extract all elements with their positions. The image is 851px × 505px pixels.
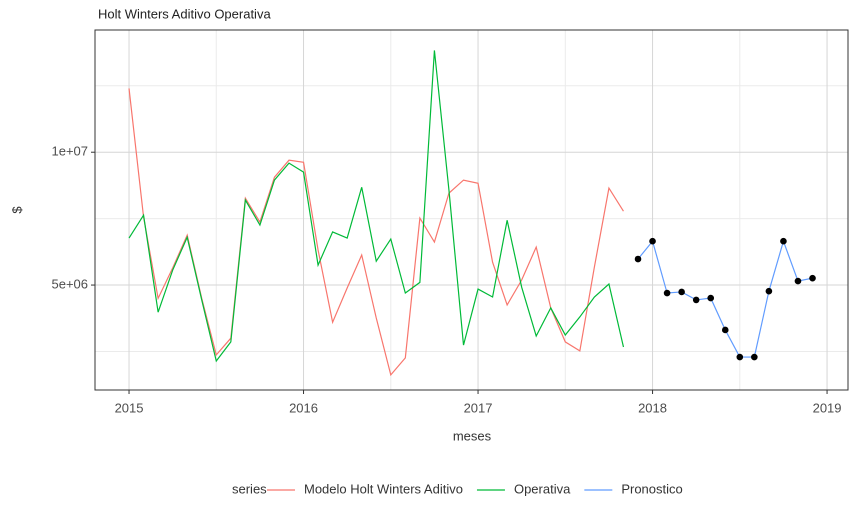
- legend-label: Modelo Holt Winters Aditivo: [304, 481, 463, 496]
- point: [794, 277, 802, 285]
- point: [809, 274, 816, 282]
- legend-title: series: [232, 481, 267, 496]
- x-tick-label: 2018: [638, 400, 667, 415]
- x-axis-label: meses: [453, 428, 492, 443]
- point: [721, 326, 729, 334]
- point: [649, 237, 656, 245]
- point: [634, 255, 642, 263]
- point: [678, 288, 685, 296]
- x-tick-label: 2015: [115, 400, 144, 415]
- y-axis-label: $: [9, 206, 24, 214]
- y-tick-label: 5e+06: [51, 276, 88, 291]
- point: [663, 289, 671, 297]
- legend-label: Operativa: [514, 481, 571, 496]
- series-line: [637, 239, 813, 358]
- point: [751, 353, 758, 361]
- point: [736, 353, 744, 361]
- x-tick-label: 2017: [464, 400, 493, 415]
- series-line: [128, 88, 624, 377]
- x-tick-label: 2019: [813, 400, 842, 415]
- y-tick-label: 1e+07: [51, 144, 88, 159]
- point: [780, 237, 787, 245]
- point: [692, 296, 700, 304]
- chart-title: Holt Winters Aditivo Operativa: [98, 6, 271, 21]
- x-tick-label: 2016: [289, 400, 318, 415]
- point: [707, 294, 715, 302]
- series-line: [128, 50, 625, 363]
- legend-label: Pronostico: [621, 481, 682, 496]
- panel-border: [94, 29, 849, 391]
- point: [765, 287, 773, 295]
